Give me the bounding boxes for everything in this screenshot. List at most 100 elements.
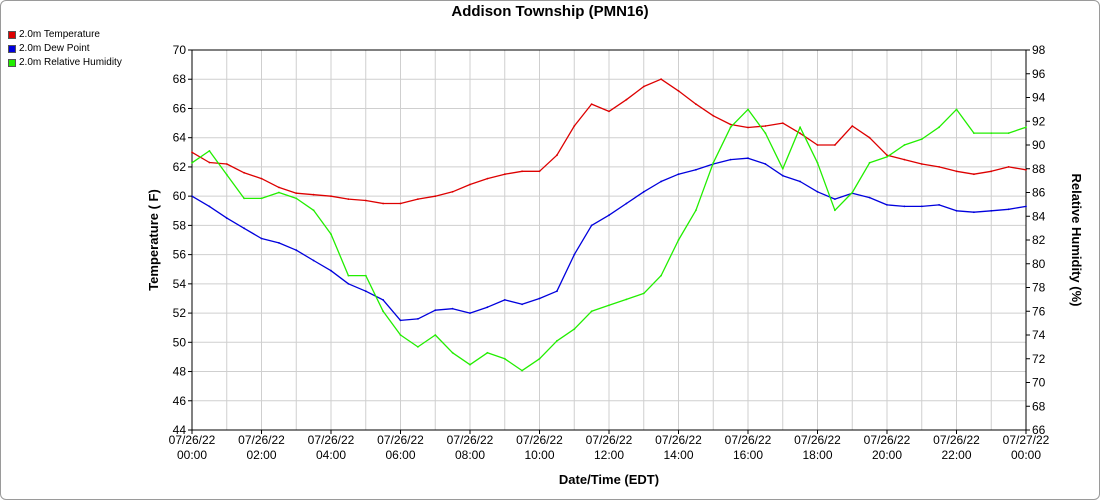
data-point <box>1025 205 1027 208</box>
data-point <box>695 168 697 171</box>
data-point <box>260 177 263 180</box>
x-tick-date: 07/26/22 <box>308 433 355 447</box>
data-point <box>938 126 940 129</box>
y-right-tick-label: 86 <box>1032 186 1046 200</box>
y-right-tick-label: 76 <box>1032 304 1046 318</box>
grid <box>191 49 1027 431</box>
data-point <box>312 259 315 262</box>
x-tick-date: 07/26/22 <box>377 433 424 447</box>
x-tick-date: 07/27/22 <box>1003 433 1050 447</box>
data-point <box>677 173 680 176</box>
y-right-tick-label: 98 <box>1032 43 1046 57</box>
x-tick-date: 07/26/22 <box>933 433 980 447</box>
data-point <box>729 123 732 126</box>
legend-item-temperature: 2.0m Temperature <box>8 28 122 42</box>
x-axis-title: Date/Time (EDT) <box>559 472 659 487</box>
data-point <box>503 299 506 301</box>
data-point <box>225 173 228 176</box>
legend-label-relative-humidity: 2.0m Relative Humidity <box>19 57 122 68</box>
data-point <box>417 198 419 201</box>
data-point <box>243 171 246 174</box>
data-point <box>364 290 367 293</box>
data-point <box>834 198 836 201</box>
data-point <box>1007 132 1010 135</box>
x-tick-time: 10:00 <box>524 448 554 462</box>
data-point <box>973 132 975 135</box>
data-point <box>538 297 541 300</box>
data-point <box>382 202 384 205</box>
data-point <box>851 125 854 127</box>
data-point <box>278 242 280 244</box>
data-point <box>451 351 454 354</box>
data-point <box>886 156 888 158</box>
y-right-tick-label: 68 <box>1032 399 1046 413</box>
data-point <box>538 170 541 173</box>
y-axis-right-title: Relative Humidity (%) <box>1069 174 1084 307</box>
data-point <box>764 125 767 127</box>
y-left-tick-label: 44 <box>173 423 187 437</box>
y-axis-left-title: Temperature ( F) <box>146 189 161 291</box>
data-point <box>764 163 767 165</box>
x-tick-time: 14:00 <box>663 448 693 462</box>
y-left-tick-label: 70 <box>173 43 187 57</box>
data-point <box>417 318 419 320</box>
legend-item-dew-point: 2.0m Dew Point <box>8 42 122 56</box>
data-point <box>973 211 975 214</box>
data-point <box>851 191 854 194</box>
chart-title: Addison Township (PMN16) <box>451 3 649 20</box>
data-point <box>312 193 315 196</box>
data-point <box>903 158 906 161</box>
legend-item-relative-humidity: 2.0m Relative Humidity <box>8 56 122 70</box>
x-tick-time: 22:00 <box>941 448 971 462</box>
x-tick-date: 07/26/22 <box>447 433 494 447</box>
data-point <box>191 151 193 154</box>
data-point <box>886 154 888 157</box>
data-point <box>886 204 888 206</box>
y-left-tick-label: 50 <box>173 335 187 349</box>
data-point <box>729 126 732 129</box>
data-point <box>486 177 489 180</box>
data-point <box>642 190 645 193</box>
data-point <box>955 170 958 173</box>
data-point <box>973 173 975 176</box>
x-tick-time: 04:00 <box>316 448 346 462</box>
data-point <box>451 190 454 193</box>
data-point <box>469 183 471 186</box>
x-tick-time: 00:00 <box>1011 448 1041 462</box>
y-right-tick-label: 80 <box>1032 257 1046 271</box>
data-point <box>799 180 801 183</box>
data-point <box>990 170 993 173</box>
data-point <box>590 224 593 227</box>
data-point <box>642 85 645 88</box>
y-right-tick-label: 88 <box>1032 162 1046 176</box>
data-point <box>729 158 732 161</box>
legend-label-dew-point: 2.0m Dew Point <box>19 43 90 54</box>
data-point <box>399 202 402 205</box>
data-point <box>712 161 715 164</box>
data-point <box>816 144 819 146</box>
data-point <box>364 274 367 277</box>
data-point <box>920 138 923 141</box>
data-point <box>243 197 246 200</box>
data-point <box>903 144 906 146</box>
x-tick-time: 12:00 <box>594 448 624 462</box>
data-point <box>625 98 628 101</box>
data-point <box>434 309 437 312</box>
x-tick-date: 07/26/22 <box>516 433 563 447</box>
data-point <box>469 312 471 314</box>
legend-swatch-dew-point <box>8 45 16 53</box>
data-point <box>1025 126 1027 129</box>
x-tick-time: 08:00 <box>455 448 485 462</box>
x-tick-time: 18:00 <box>802 448 832 462</box>
data-point <box>503 173 506 176</box>
data-point <box>330 233 332 236</box>
y-left-tick-label: 48 <box>173 365 187 379</box>
data-point <box>868 196 871 199</box>
data-point <box>868 161 871 164</box>
data-point <box>312 209 315 212</box>
data-point <box>434 195 437 198</box>
x-tick-time: 20:00 <box>872 448 902 462</box>
data-point <box>208 150 211 152</box>
data-point <box>278 186 280 189</box>
